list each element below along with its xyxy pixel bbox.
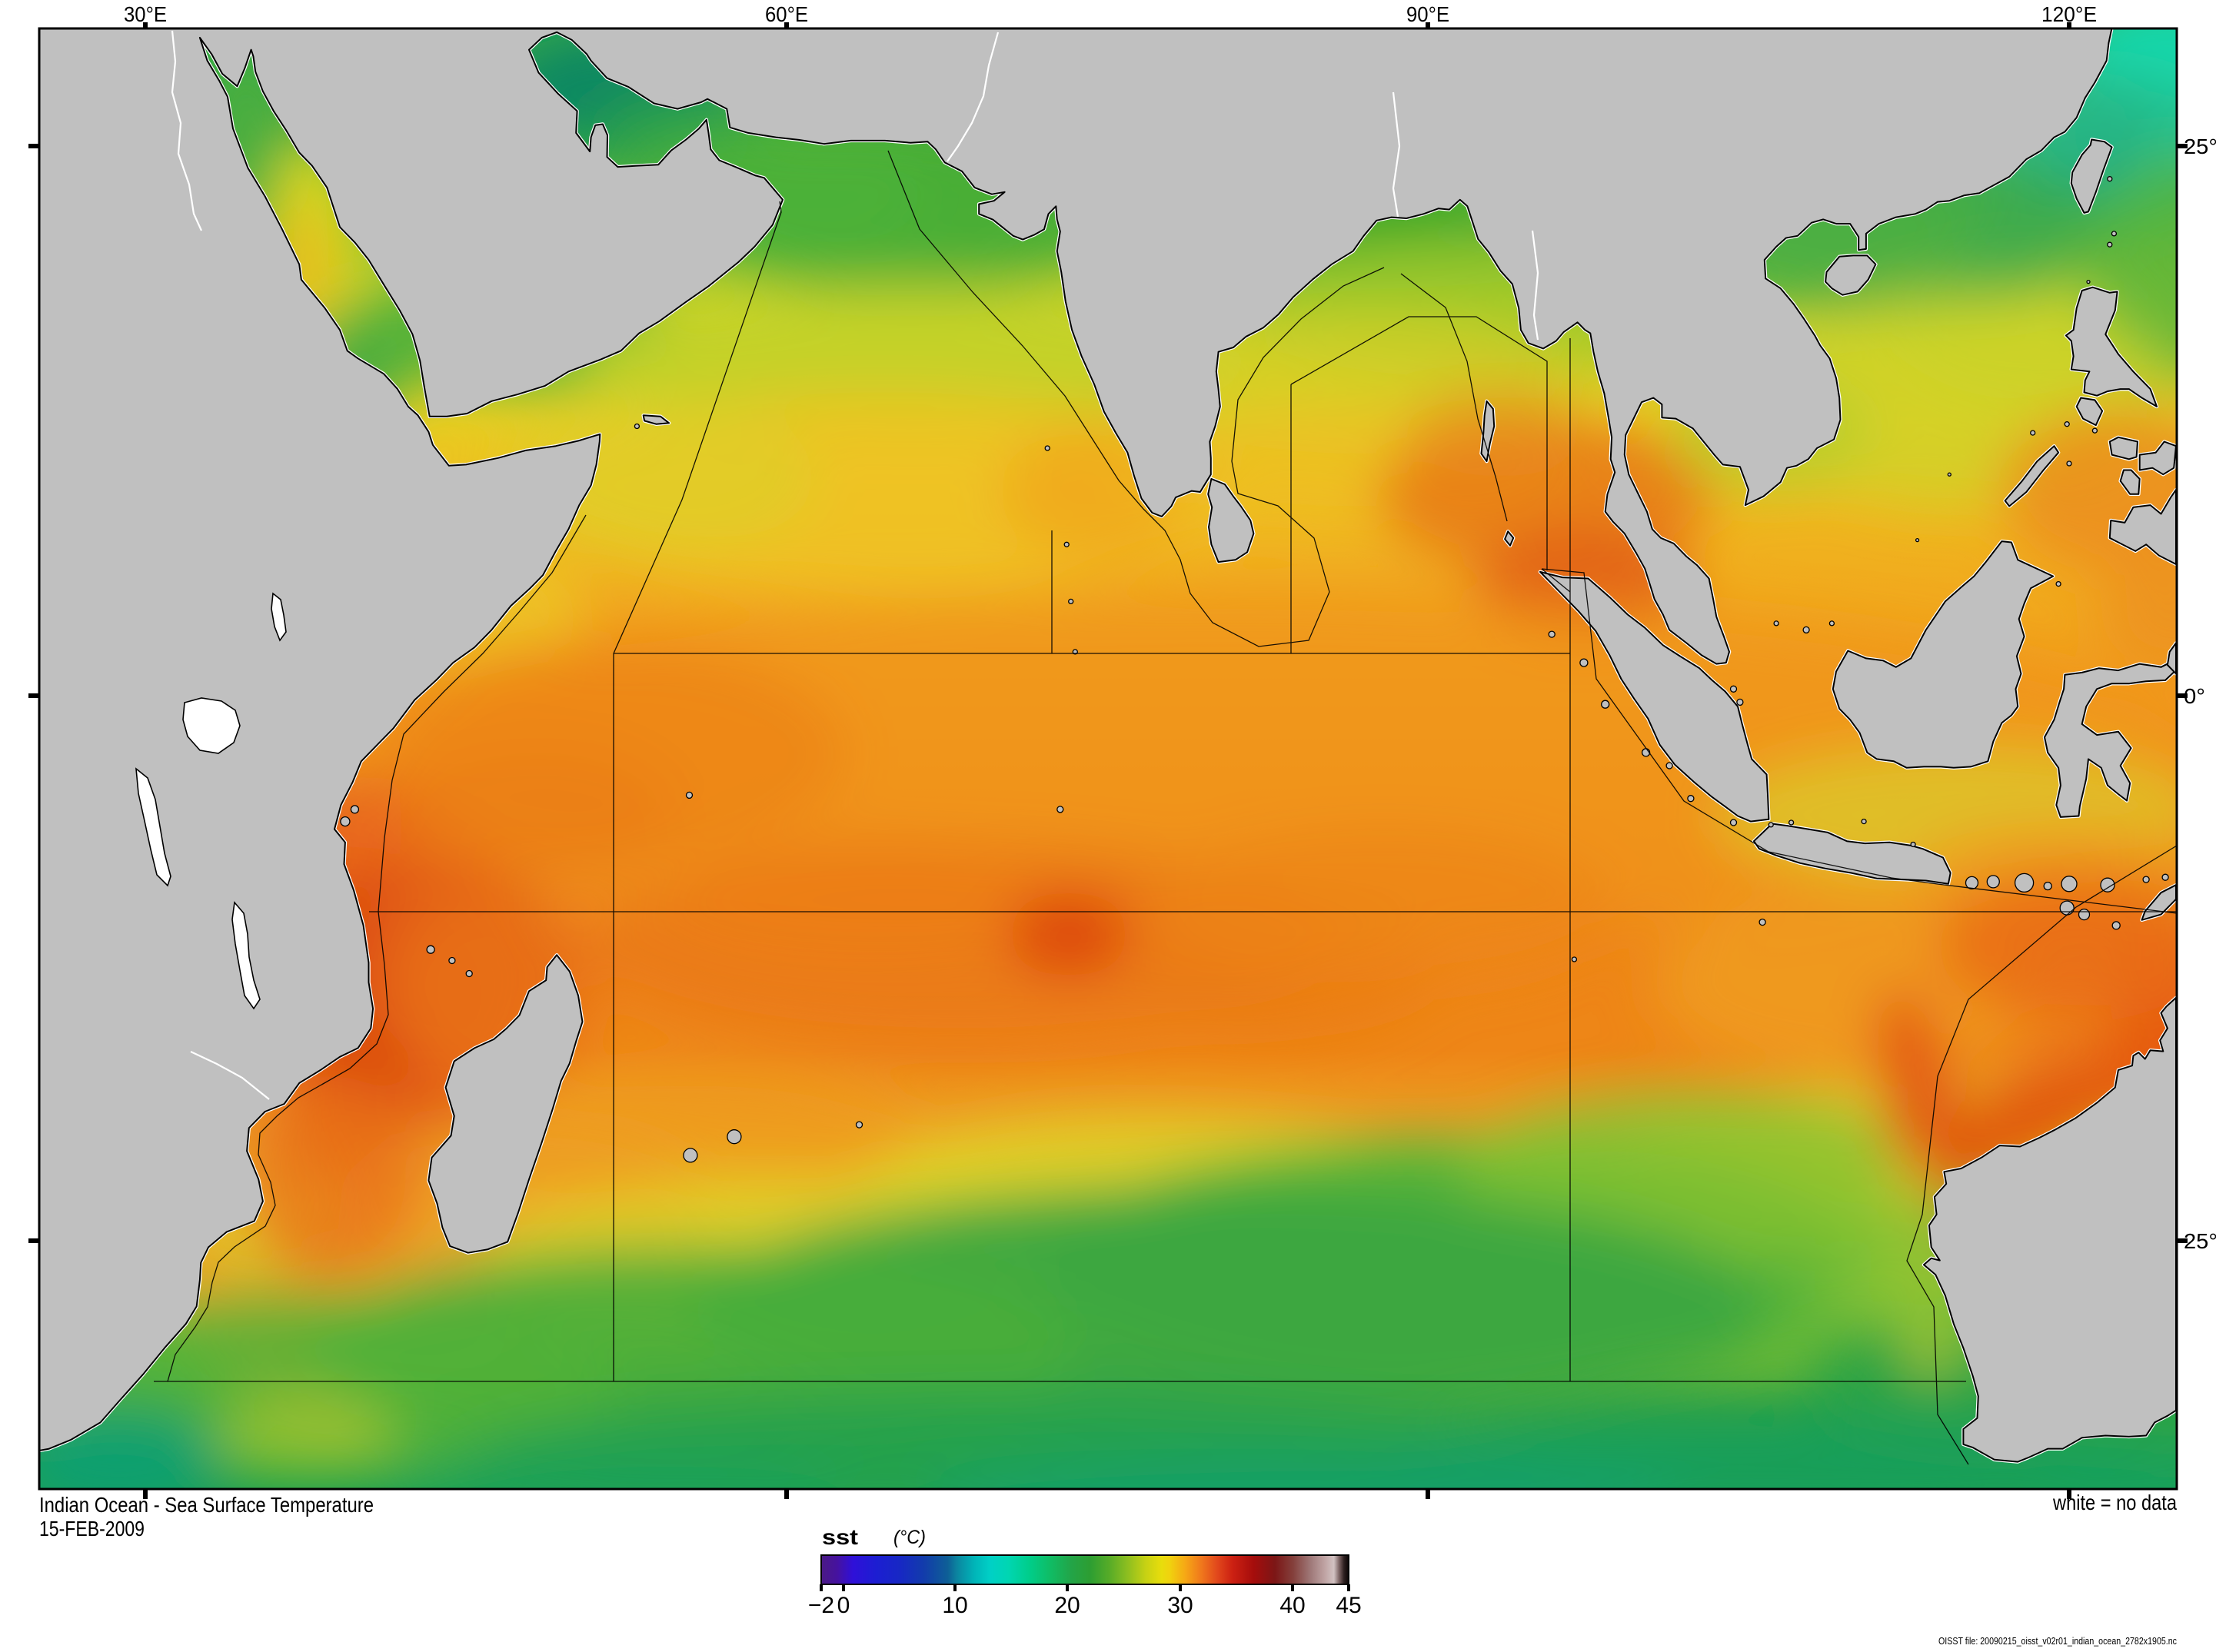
svg-text:10: 10: [942, 1593, 967, 1618]
svg-text:−2: −2: [808, 1593, 834, 1618]
svg-text:25°: 25°: [2184, 1229, 2216, 1253]
svg-text:20: 20: [1054, 1593, 1080, 1618]
svg-text:30°E: 30°E: [124, 2, 167, 26]
svg-text:0°: 0°: [2184, 684, 2205, 708]
svg-text:90°E: 90°E: [1406, 2, 1449, 26]
svg-text:OISST file: 20090215_oisst_v02: OISST file: 20090215_oisst_v02r01_indian…: [1938, 1635, 2177, 1647]
svg-text:white = no data: white = no data: [2052, 1491, 2177, 1514]
svg-text:120°E: 120°E: [2041, 2, 2097, 26]
svg-text:30: 30: [1167, 1593, 1193, 1618]
svg-text:0: 0: [837, 1593, 850, 1618]
svg-text:25°: 25°: [2184, 135, 2216, 158]
svg-text:45: 45: [1336, 1593, 1361, 1618]
svg-text:(°C): (°C): [893, 1527, 926, 1548]
svg-text:sst: sst: [822, 1525, 858, 1549]
svg-text:Indian Ocean - Sea Surface Tem: Indian Ocean - Sea Surface Temperature: [39, 1493, 374, 1517]
svg-text:40: 40: [1279, 1593, 1305, 1618]
svg-text:60°E: 60°E: [765, 2, 808, 26]
svg-text:15-FEB-2009: 15-FEB-2009: [39, 1517, 145, 1541]
